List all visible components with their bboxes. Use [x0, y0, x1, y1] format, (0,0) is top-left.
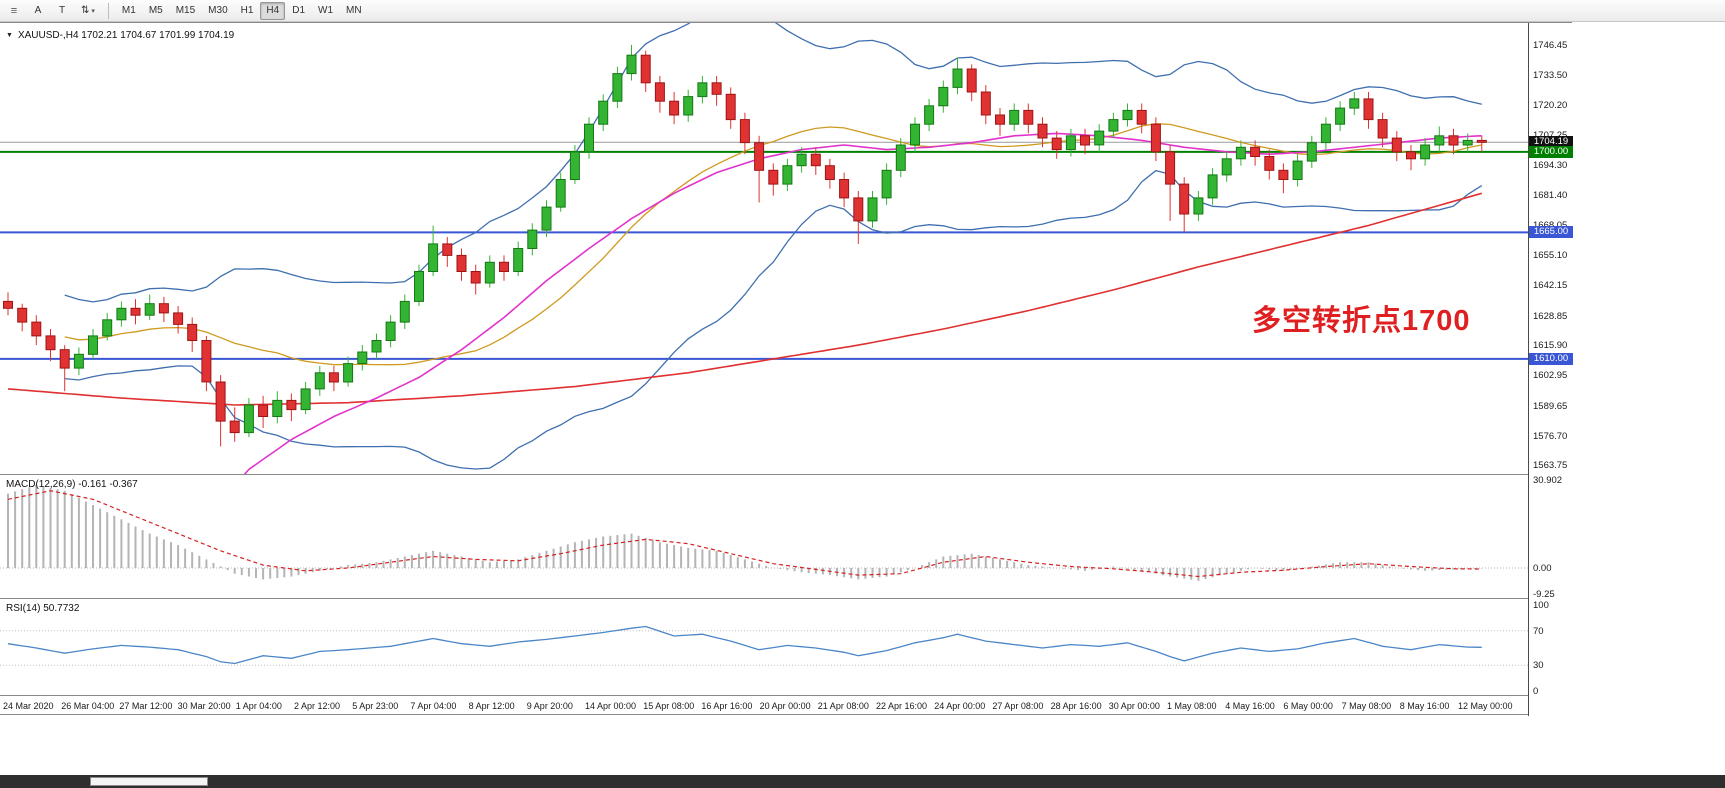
price-axis-label: 1746.45	[1533, 39, 1568, 51]
timeframe-group: M1 M5 M15 M30 H1 H4 D1 W1 MN	[116, 1, 368, 20]
time-axis-label[interactable]: 12 May 00:00	[1458, 701, 1513, 711]
time-axis-label[interactable]: 5 Apr 23:00	[352, 701, 399, 711]
time-axis-label[interactable]: 22 Apr 16:00	[876, 701, 928, 711]
timeframe-m15-button[interactable]: M15	[170, 2, 201, 20]
rsi-axis-label: 100	[1533, 600, 1549, 611]
macd-axis-label: -9.25	[1533, 589, 1555, 601]
timeframe-d1-button[interactable]: D1	[286, 2, 311, 20]
time-axis-label[interactable]: 8 May 16:00	[1399, 701, 1450, 711]
taskbar-search-box[interactable]	[90, 777, 208, 786]
macd-pane[interactable]	[0, 475, 1528, 598]
time-axis-label[interactable]: 9 Apr 20:00	[526, 701, 573, 711]
drawing-tools-icon: ⇅	[81, 5, 90, 16]
timeframe-w1-button[interactable]: W1	[312, 2, 339, 20]
price-badge: 1704.19	[1529, 136, 1573, 149]
macd-label: MACD(12,26,9) -0.161 -0.367	[6, 479, 138, 490]
macd-axis-label: 0.00	[1533, 562, 1552, 574]
price-axis-label: 1668.05	[1533, 220, 1567, 231]
time-axis-label[interactable]: 16 Apr 16:00	[701, 701, 753, 711]
time-axis-label[interactable]: 7 Apr 04:00	[410, 701, 457, 711]
timeframe-m5-button[interactable]: M5	[143, 2, 169, 20]
price-axis-label: 1563.75	[1533, 460, 1568, 472]
time-axis-label[interactable]: 30 Apr 00:00	[1108, 701, 1160, 711]
price-axis-label: 1615.90	[1533, 340, 1568, 352]
chart-list-menu-button[interactable]: ≡	[3, 2, 25, 20]
price-axis-label: 1602.95	[1533, 370, 1568, 382]
time-axis-label[interactable]: 24 Mar 2020	[3, 701, 54, 711]
time-axis[interactable]: 24 Mar 2020 26 Mar 04:00 27 Mar 12:00 30 Ma…	[0, 697, 1528, 716]
price-axis-label: 1655.10	[1533, 250, 1568, 262]
time-axis-label[interactable]: 15 Apr 08:00	[643, 701, 695, 711]
macd-axis-label: 30.902	[1533, 474, 1563, 486]
rsi-axis-label: 30	[1533, 660, 1544, 672]
price-pane[interactable]	[0, 23, 1528, 474]
time-axis-label[interactable]: 26 Mar 04:00	[61, 701, 115, 711]
time-axis-label[interactable]: 24 Apr 00:00	[934, 701, 986, 711]
rsi-axis-label: 70	[1533, 625, 1544, 637]
price-axis[interactable]: 1746.45 1733.50 1720.20 1707.25 1694.30 1681.…	[1528, 23, 1573, 716]
timeframe-h1-button[interactable]: H1	[235, 2, 260, 20]
time-axis-label[interactable]: 1 May 08:00	[1167, 701, 1217, 711]
time-axis-label[interactable]: 20 Apr 00:00	[759, 701, 811, 711]
price-axis-label: 1707.25	[1533, 130, 1567, 141]
time-axis-label[interactable]: 28 Apr 16:00	[1050, 701, 1102, 711]
drawing-tools-dropdown[interactable]: ⇅ ▾	[75, 2, 101, 20]
price-badge: 1700.00	[1529, 145, 1573, 158]
rsi-axis-label: 0	[1533, 686, 1539, 697]
timeframe-mn-button[interactable]: MN	[340, 2, 368, 20]
taskbar	[0, 775, 1725, 788]
price-badge: 1665.00	[1529, 226, 1573, 239]
time-axis-label[interactable]: 14 Apr 00:00	[585, 701, 637, 711]
chart-annotation: 多空转折点1700	[1252, 305, 1471, 337]
price-axis-label: 1694.30	[1533, 159, 1568, 171]
price-axis-label: 1589.65	[1533, 400, 1568, 412]
time-axis-label[interactable]: 30 Mar 20:00	[177, 701, 231, 711]
timeframe-h4-button[interactable]: H4	[260, 1, 286, 20]
price-axis-label: 1628.85	[1533, 310, 1568, 322]
text-tool-button[interactable]: T	[51, 2, 73, 20]
time-axis-label[interactable]: 27 Mar 12:00	[119, 701, 173, 711]
time-axis-label[interactable]: 2 Apr 12:00	[294, 701, 341, 711]
chart-window: ▼ XAUUSD-,H4 1702.21 1704.67 1701.99 170…	[0, 22, 1573, 716]
time-axis-label[interactable]: 27 Apr 08:00	[992, 701, 1044, 711]
time-axis-label[interactable]: 7 May 08:00	[1341, 701, 1392, 711]
price-axis-label: 1720.20	[1533, 100, 1568, 112]
time-axis-label[interactable]: 4 May 16:00	[1225, 701, 1275, 711]
rsi-pane[interactable]	[0, 599, 1528, 695]
rsi-label: RSI(14) 50.7732	[6, 603, 80, 614]
time-axis-label[interactable]: 6 May 00:00	[1283, 701, 1333, 711]
symbol-header: ▼ XAUUSD-,H4 1702.21 1704.67 1701.99 170…	[6, 30, 234, 41]
top-toolbar: ≡ A T ⇅ ▾ M1 M5 M15 M30 H1 H4 D1 W1 MN	[0, 0, 1725, 22]
timeframe-m30-button[interactable]: M30	[202, 2, 233, 20]
price-axis-label: 1576.70	[1533, 430, 1568, 442]
chevron-down-icon: ▾	[91, 7, 95, 15]
symbol-ohlc-text: XAUUSD-,H4 1702.21 1704.67 1701.99 1704.…	[17, 30, 235, 41]
price-axis-label: 1733.50	[1533, 69, 1568, 81]
chart-canvas[interactable]	[0, 23, 1528, 716]
price-badge: 1610.00	[1529, 352, 1573, 365]
chart-list-icon: ≡	[10, 4, 18, 17]
collapse-triangle-icon[interactable]: ▼	[6, 32, 13, 39]
price-axis-label: 1642.15	[1533, 279, 1568, 291]
time-axis-label[interactable]: 21 Apr 08:00	[817, 701, 869, 711]
time-axis-label[interactable]: 8 Apr 12:00	[468, 701, 515, 711]
price-axis-label: 1681.40	[1533, 189, 1568, 201]
toolbar-separator	[107, 2, 109, 19]
arrow-tool-button[interactable]: A	[27, 2, 49, 20]
timeframe-m1-button[interactable]: M1	[116, 2, 142, 20]
time-axis-label[interactable]: 1 Apr 04:00	[235, 701, 282, 711]
